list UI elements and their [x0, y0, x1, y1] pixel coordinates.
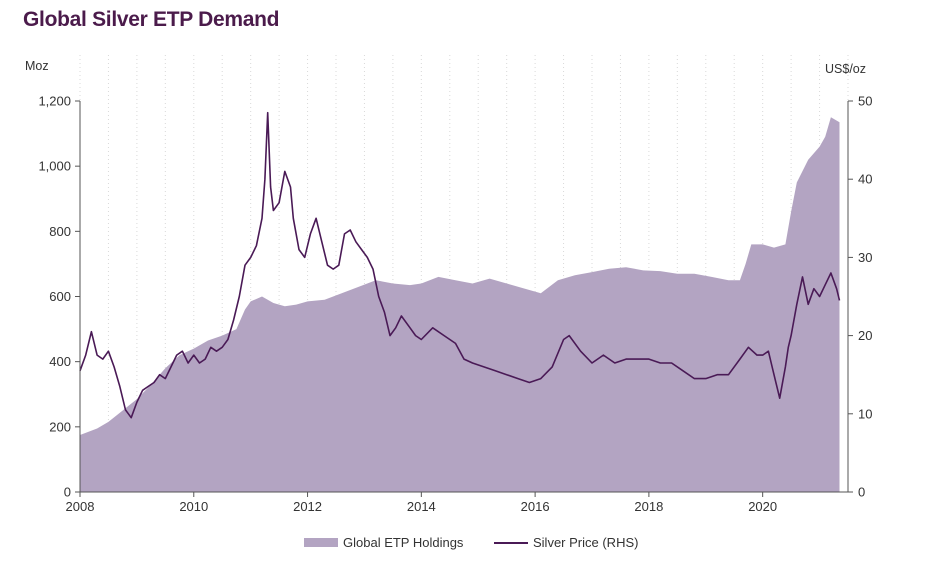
- legend-swatch-area: [304, 538, 338, 547]
- legend-swatch-line: [494, 541, 528, 544]
- x-tick-label: 2018: [634, 499, 663, 514]
- legend-item-silver-price: Silver Price (RHS): [494, 535, 638, 550]
- etp-holdings-area: [80, 117, 840, 493]
- y2-axis-unit-label: US$/oz: [825, 62, 866, 76]
- x-tick-label: 2020: [748, 499, 777, 514]
- series-area-etp-holdings: [80, 117, 840, 493]
- x-tick-label: 2008: [66, 499, 95, 514]
- y2-tick-label: 50: [858, 94, 872, 109]
- x-tick-label: 2016: [521, 499, 550, 514]
- y2-tick-label: 0: [858, 485, 865, 500]
- y-axis-unit-label: Moz: [25, 59, 49, 73]
- legend: Global ETP Holdings Silver Price (RHS): [0, 535, 928, 553]
- x-tick-label: 2010: [179, 499, 208, 514]
- chart-title: Global Silver ETP Demand: [23, 8, 280, 31]
- x-tick-label: 2014: [407, 499, 436, 514]
- y-tick-label: 400: [49, 354, 71, 369]
- y2-tick-label: 10: [858, 406, 872, 421]
- y-tick-label: 1,000: [38, 159, 71, 174]
- y-tick-label: 200: [49, 419, 71, 434]
- y-tick-label: 1,200: [38, 94, 71, 109]
- tick-labels: 0 200 400 600 800 1,000 1,200 0 10 20 30 40 50 2008 20…: [38, 94, 872, 515]
- y-tick-label: 600: [49, 289, 71, 304]
- y2-tick-label: 40: [858, 172, 872, 187]
- y2-tick-label: 30: [858, 250, 872, 265]
- axes: [75, 100, 853, 497]
- silver-price-line: [79, 111, 841, 419]
- legend-label-etp-holdings: Global ETP Holdings: [343, 535, 464, 550]
- y-tick-label: 800: [49, 224, 71, 239]
- legend-item-etp-holdings: Global ETP Holdings: [304, 535, 463, 550]
- series-line-silver-price: [79, 111, 841, 419]
- legend-label-silver-price: Silver Price (RHS): [533, 535, 639, 550]
- y-tick-label: 0: [64, 485, 71, 500]
- y2-tick-label: 20: [858, 328, 872, 343]
- x-tick-label: 2012: [293, 499, 322, 514]
